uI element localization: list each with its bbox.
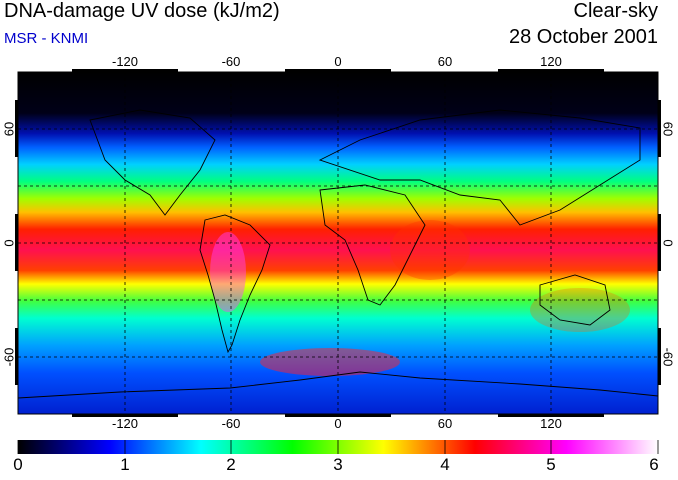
- map-regional-features: [210, 220, 630, 376]
- colorbar-label: 0: [13, 455, 23, 474]
- date-label: 28 October 2001: [509, 26, 658, 48]
- colorbar-ticks: [17, 440, 659, 454]
- lon-label-top: 120: [540, 54, 562, 69]
- lat-label-right: 60: [660, 121, 676, 137]
- lon-label-bottom: 0: [334, 416, 342, 431]
- colorbar-label: 6: [649, 455, 659, 474]
- lat-label-left: 0: [1, 239, 17, 247]
- lon-label-bottom: 120: [540, 416, 562, 431]
- lon-label-bottom: 60: [437, 416, 453, 431]
- map-title: DNA-damage UV dose (kJ/m2): [4, 0, 280, 22]
- source-label: MSR - KNMI: [4, 30, 89, 47]
- lat-label-right: 0: [660, 239, 676, 247]
- colorbar-label: 2: [226, 455, 236, 474]
- lat-label-right: -60: [660, 347, 676, 367]
- lon-label-bottom: -60: [221, 416, 241, 431]
- lat-label-left: 60: [1, 121, 17, 137]
- lon-label-bottom: -120: [111, 416, 139, 431]
- gridlines: [18, 72, 658, 414]
- colorbar-label: 4: [440, 455, 450, 474]
- sky-condition-label: Clear-sky: [573, 0, 658, 22]
- colorbar-label: 3: [333, 455, 343, 474]
- lat-label-left: -60: [1, 347, 17, 367]
- colorbar-label: 5: [546, 455, 556, 474]
- lon-label-top: 0: [334, 54, 342, 69]
- lon-label-top: -120: [111, 54, 139, 69]
- map-border-scale: [15, 69, 661, 417]
- colorbar-label: 1: [120, 455, 130, 474]
- lon-label-top: 60: [437, 54, 453, 69]
- lon-label-top: -60: [221, 54, 241, 69]
- coastlines: [18, 109, 658, 399]
